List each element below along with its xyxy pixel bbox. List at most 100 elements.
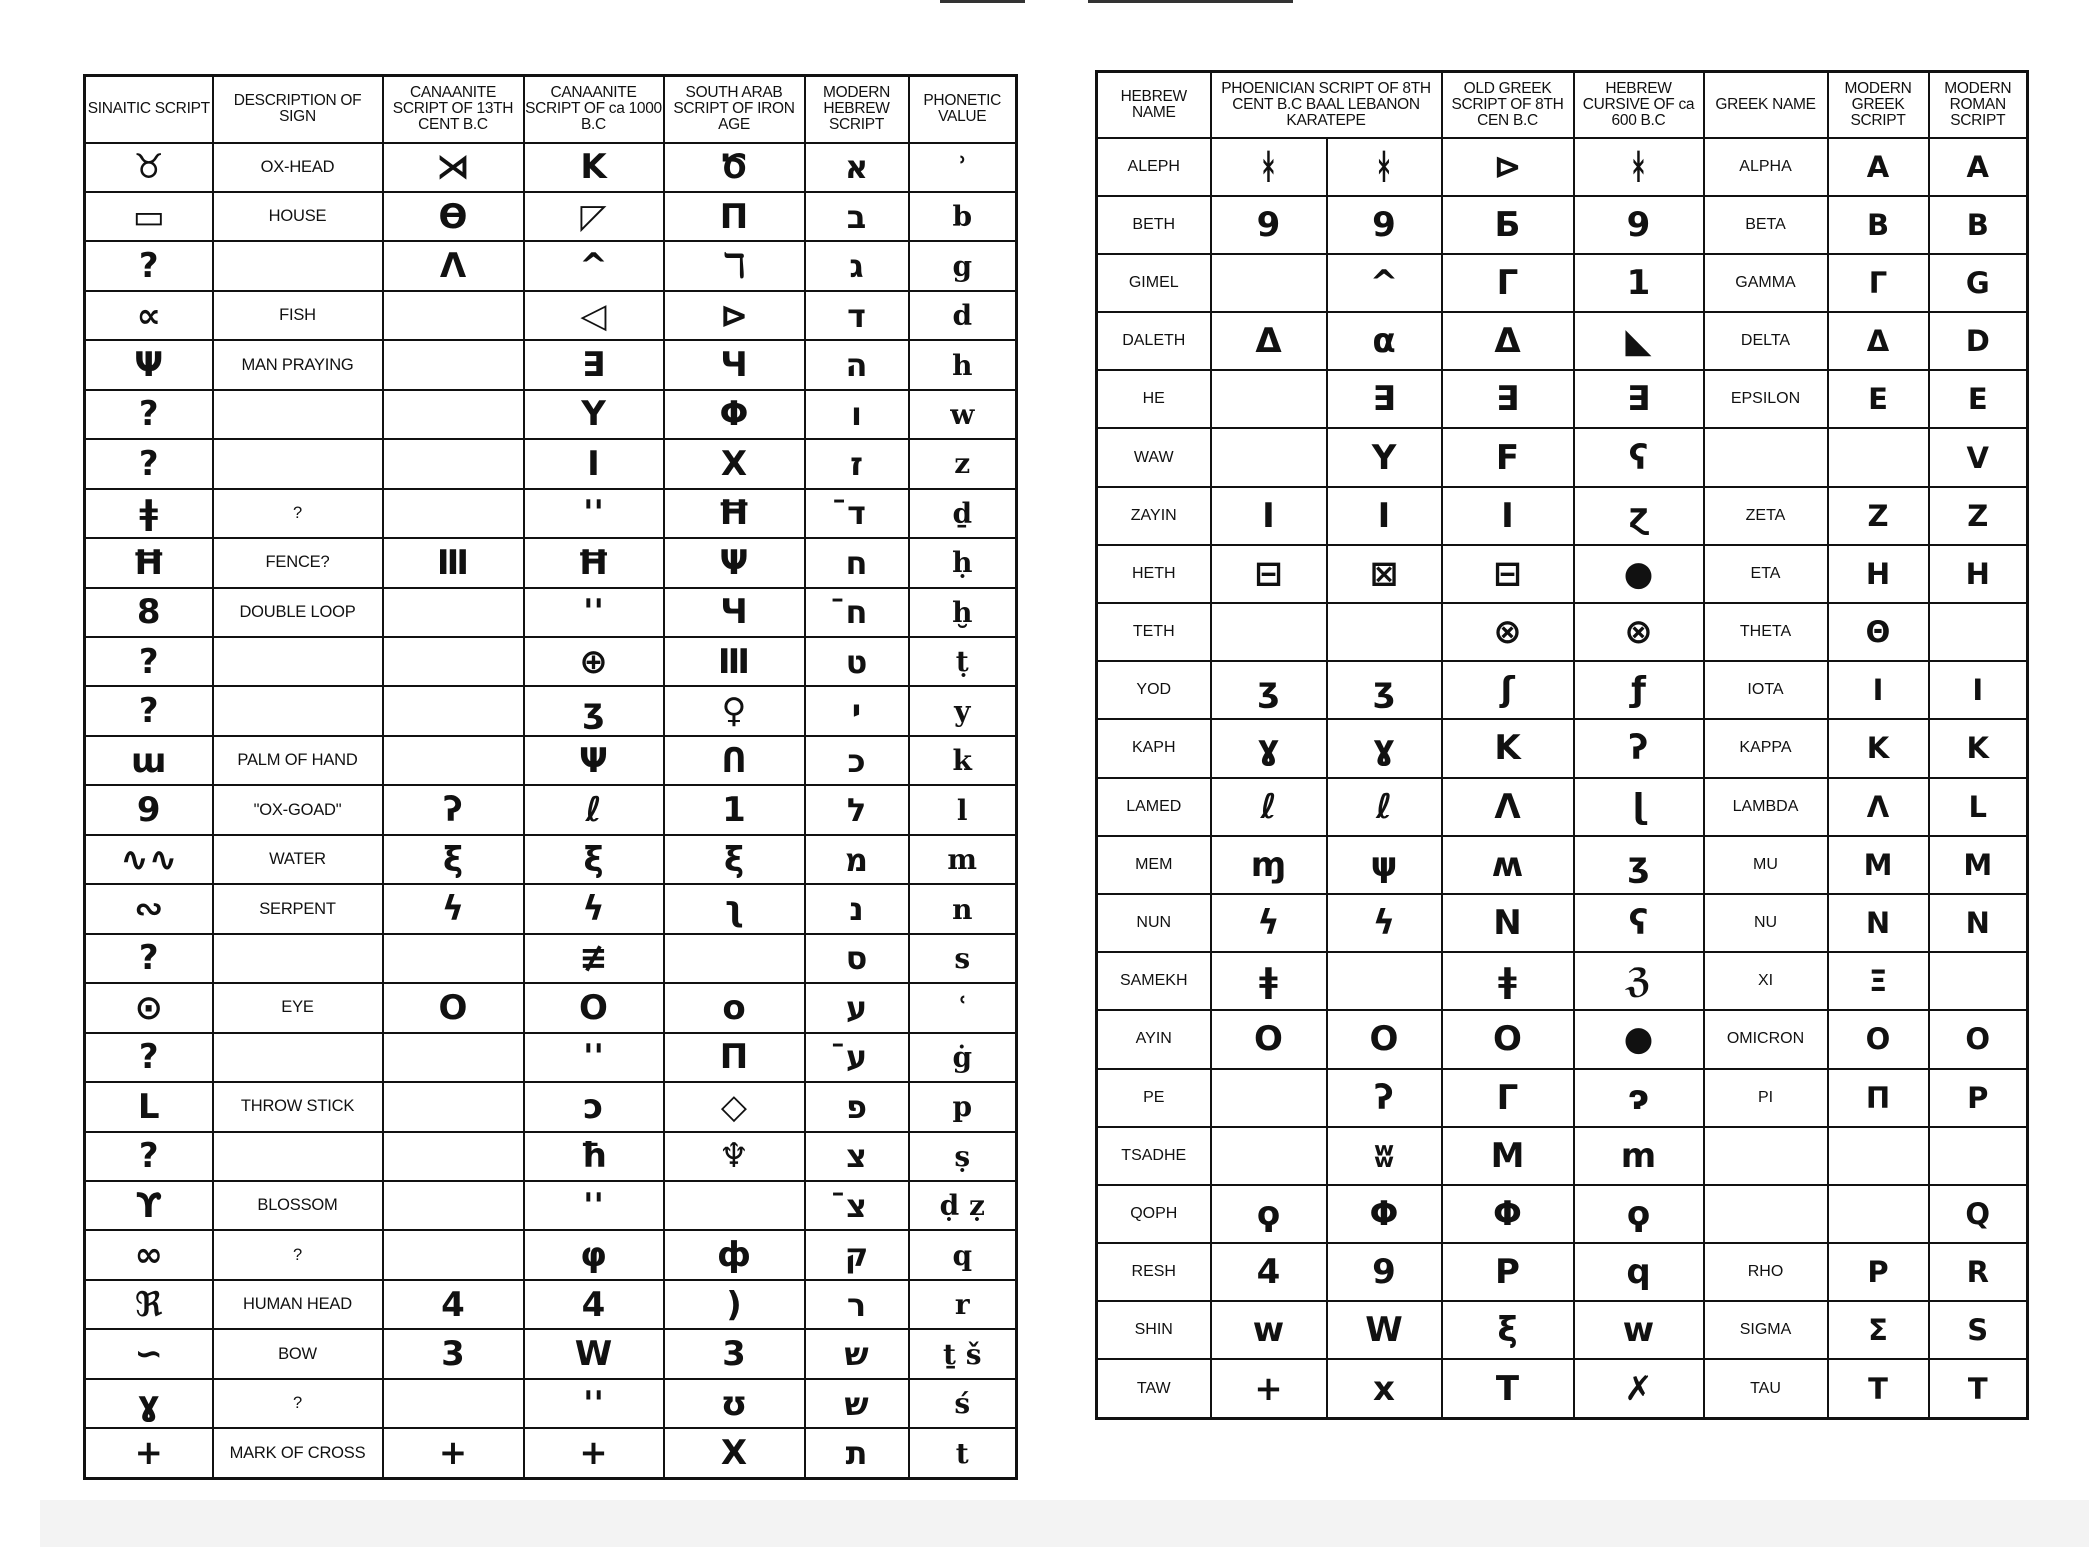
south-arab-glyph: X <box>662 1427 806 1480</box>
canaanite-1000-glyph: + <box>522 1427 665 1480</box>
sign-description: ? <box>211 487 384 540</box>
header-old-greek-script: OLD GREEK SCRIPT OF 8TH CEN B.C <box>1440 70 1575 139</box>
table-row: SAMEKH ǂ ǂ ℨ XI Ξ <box>1095 951 2029 1012</box>
canaanite-13th-glyph <box>381 388 525 441</box>
phonetic-value: g <box>907 240 1018 292</box>
table-row: ɣ? '' ʊ ש ś <box>83 1377 1018 1430</box>
modern-greek-letter: Ι <box>1826 660 1930 721</box>
modern-greek-letter <box>1826 427 1930 488</box>
old-greek-glyph: ∃ <box>1440 369 1575 430</box>
canaanite-13th-glyph <box>381 1081 525 1133</box>
header-greek-name: GREEK NAME <box>1702 70 1829 139</box>
modern-greek-letter: Κ <box>1826 718 1930 779</box>
greek-letter-name: MU <box>1702 834 1829 895</box>
canaanite-1000-glyph: Ψ <box>522 734 665 787</box>
canaanite-1000-glyph: K <box>522 141 665 193</box>
phonetic-value: n <box>907 883 1018 935</box>
greek-letter-name: ETA <box>1702 543 1829 605</box>
table-row: KAPH ɣ ɣ K ʔ KAPPA Κ K <box>1095 718 2029 779</box>
phonetic-value: t <box>907 1427 1018 1480</box>
modern-hebrew-letter: ע̄ <box>803 1031 910 1084</box>
phoenician-baal-lebanon-glyph <box>1209 1125 1328 1186</box>
hebrew-letter-name: HE <box>1095 369 1212 430</box>
modern-hebrew-letter: ת <box>803 1427 910 1480</box>
table-row: L THROW STICK ↄ ◇ פ p <box>83 1081 1018 1133</box>
modern-roman-letter: T <box>1927 1358 2029 1420</box>
hebrew-letter-name: AYIN <box>1095 1009 1212 1070</box>
old-greek-glyph: Γ <box>1440 252 1575 314</box>
greek-letter-name: THETA <box>1702 601 1829 663</box>
hebrew-cursive-glyph: ℨ <box>1572 951 1705 1012</box>
modern-roman-letter <box>1927 1125 2029 1186</box>
modern-roman-letter: V <box>1927 427 2029 488</box>
sign-description <box>211 388 384 441</box>
phonetic-value: s <box>907 932 1018 985</box>
table-row: GIMEL ^ Γ 1 GAMMA Γ G <box>1095 252 2029 314</box>
sign-description: BLOSSOM <box>211 1180 384 1232</box>
table-row: ? Λ ^ ℸ ג g <box>83 240 1018 292</box>
sinaitic-glyph: ? <box>83 438 214 490</box>
sinaitic-glyph: Ψ <box>83 339 214 391</box>
header-modern-greek-script: MODERN GREEK SCRIPT <box>1826 70 1930 139</box>
south-arab-glyph: Ո <box>662 734 806 787</box>
phoenician-karatepe-glyph: W <box>1325 1300 1443 1361</box>
phonetic-value: l <box>907 784 1018 836</box>
sinaitic-glyph: ♉ <box>83 141 214 193</box>
hebrew-cursive-glyph: 9 <box>1572 194 1705 255</box>
phoenician-baal-lebanon-glyph: ǂ <box>1209 951 1328 1012</box>
modern-greek-letter: Π <box>1826 1067 1930 1128</box>
sign-description <box>211 1130 384 1183</box>
south-arab-glyph: ◇ <box>662 1081 806 1133</box>
old-greek-glyph: ξ <box>1440 1300 1575 1361</box>
modern-roman-letter: H <box>1927 543 2029 605</box>
phoenician-baal-lebanon-glyph: Δ <box>1209 311 1328 372</box>
phoenician-baal-lebanon-glyph: ᚼ <box>1209 136 1328 197</box>
canaanite-1000-glyph: '' <box>522 1377 665 1430</box>
south-arab-glyph: ʊ <box>662 1377 806 1430</box>
canaanite-13th-glyph: O <box>381 982 525 1034</box>
south-arab-glyph: ʅ <box>662 883 806 935</box>
modern-hebrew-letter: ז <box>803 438 910 490</box>
hebrew-letter-name: GIMEL <box>1095 252 1212 314</box>
sign-description: "OX-GOAD" <box>211 784 384 836</box>
south-arab-glyph: Ч <box>662 586 806 639</box>
modern-roman-letter: Q <box>1927 1183 2029 1245</box>
modern-roman-letter: Z <box>1927 485 2029 546</box>
modern-hebrew-letter: ג <box>803 240 910 292</box>
phoenician-baal-lebanon-glyph: ⊟ <box>1209 543 1328 605</box>
hebrew-letter-name: NUN <box>1095 892 1212 954</box>
modern-greek-letter: Σ <box>1826 1300 1930 1361</box>
sign-description: OX-HEAD <box>211 141 384 193</box>
greek-letter-name: RHO <box>1702 1242 1829 1303</box>
greek-letter-name: SIGMA <box>1702 1300 1829 1361</box>
phoenician-baal-lebanon-glyph <box>1209 601 1328 663</box>
hebrew-cursive-glyph: ◣ <box>1572 311 1705 372</box>
phoenician-karatepe-glyph: ʒ <box>1325 660 1443 721</box>
canaanite-1000-glyph: '' <box>522 1180 665 1232</box>
phonetic-value: ḏ <box>907 487 1018 540</box>
phoenician-karatepe-glyph: ʬ <box>1325 1125 1443 1186</box>
table-row: TETH ⊗ ⊗ THETA Θ <box>1095 601 2029 663</box>
canaanite-1000-glyph: I <box>522 438 665 490</box>
phoenician-karatepe-glyph: ^ <box>1325 252 1443 314</box>
phoenician-karatepe-glyph: α <box>1325 311 1443 372</box>
canaanite-13th-glyph <box>381 1229 525 1281</box>
hebrew-cursive-glyph: 1 <box>1572 252 1705 314</box>
canaanite-13th-glyph <box>381 1031 525 1084</box>
canaanite-1000-glyph: φ <box>522 1229 665 1281</box>
canaanite-13th-glyph: + <box>381 1427 525 1480</box>
canaanite-1000-glyph: '' <box>522 586 665 639</box>
canaanite-1000-glyph: ℓ <box>522 784 665 836</box>
sign-description <box>211 240 384 292</box>
old-greek-glyph: T <box>1440 1358 1575 1420</box>
canaanite-13th-glyph <box>381 734 525 787</box>
phoenician-karatepe-glyph <box>1325 601 1443 663</box>
phonetic-value: k <box>907 734 1018 787</box>
sign-description: ? <box>211 1377 384 1430</box>
south-arab-glyph: 1 <box>662 784 806 836</box>
alphabet-origins-table: SINAITIC SCRIPT DESCRIPTION OF SIGN CANA… <box>83 74 1018 1480</box>
header-sinaitic-script: SINAITIC SCRIPT <box>83 74 214 144</box>
phoenician-karatepe-glyph: ɣ <box>1325 718 1443 779</box>
phonetic-value: ḫ <box>907 586 1018 639</box>
